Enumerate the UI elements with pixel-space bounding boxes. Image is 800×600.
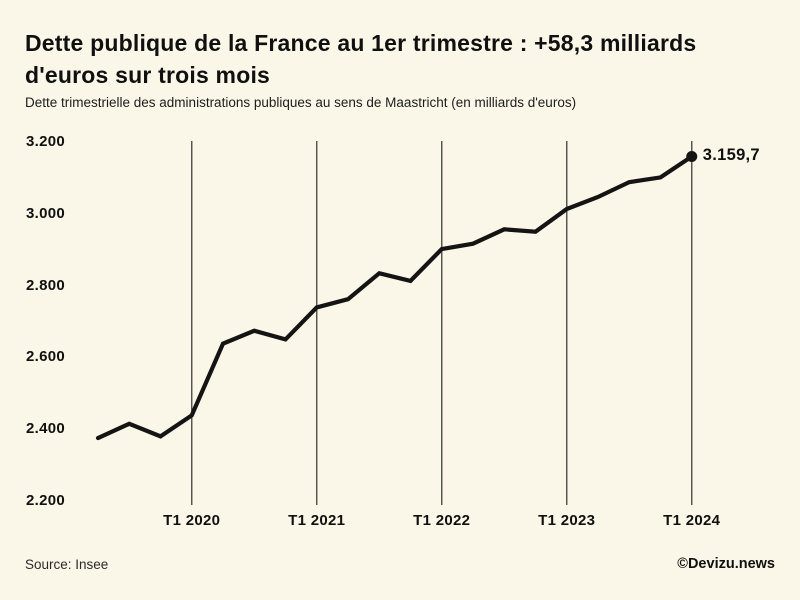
x-tick-label: T1 2023 <box>538 512 596 529</box>
x-tick-label: T1 2022 <box>413 512 471 529</box>
y-tick-label: 2.200 <box>26 492 66 509</box>
watermark: ©Devizu.news <box>677 556 775 572</box>
debt-line-series <box>95 154 694 441</box>
source-note: Source: Insee <box>25 557 109 572</box>
x-tick-label: T1 2024 <box>663 512 721 529</box>
end-point-dot <box>686 150 698 162</box>
last-value-label: 3.159,7 <box>702 146 760 165</box>
chart-title: Dette publique de la France au 1er trime… <box>25 30 697 88</box>
x-tick-label: T1 2021 <box>288 512 346 529</box>
y-tick-label: 2.600 <box>26 348 66 366</box>
x-tick-label: T1 2020 <box>163 512 221 529</box>
y-tick-label: 3.200 <box>26 133 66 150</box>
y-tick-label: 2.800 <box>26 276 66 294</box>
y-tick-label: 2.400 <box>26 420 66 438</box>
chart-subtitle: Dette trimestrielle des administrations … <box>25 95 577 110</box>
y-tick-label: 3.000 <box>26 204 66 222</box>
